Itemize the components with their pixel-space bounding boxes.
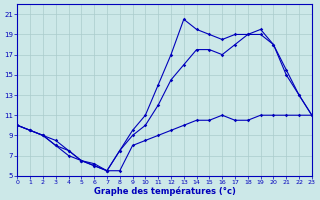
X-axis label: Graphe des températures (°c): Graphe des températures (°c) xyxy=(94,186,236,196)
